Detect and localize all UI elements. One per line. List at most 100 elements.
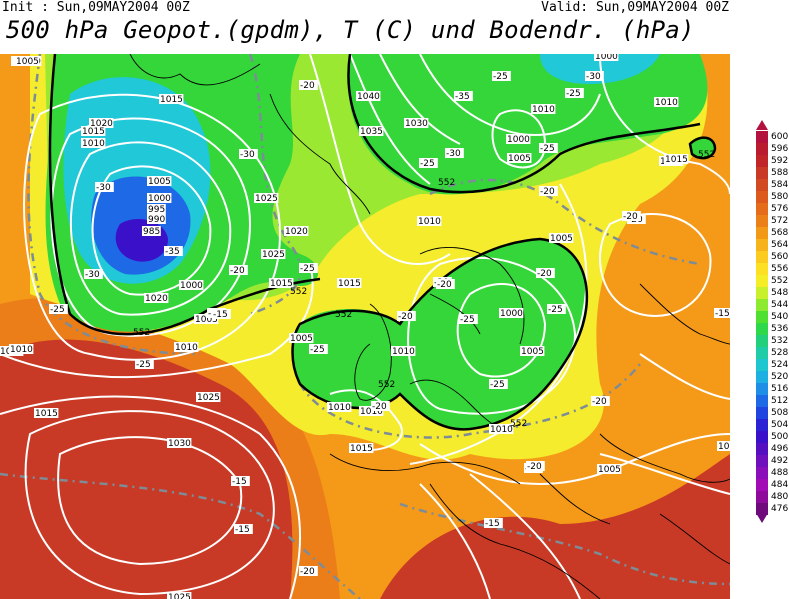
legend-swatch xyxy=(756,203,768,215)
isotherm-label: -20 xyxy=(397,311,416,322)
isobar-label-text: 1005 xyxy=(550,234,573,244)
isobar-label: 1010 xyxy=(489,424,514,435)
legend-value: 576 xyxy=(771,204,789,214)
isotherm-label-text: -25 xyxy=(50,305,65,315)
isotherm-label: -20 xyxy=(371,401,390,412)
legend-swatch xyxy=(756,443,768,455)
isotherm-label: -30 xyxy=(445,148,464,159)
isotherm-label-text: -25 xyxy=(566,89,581,99)
legend-swatch xyxy=(756,179,768,191)
isotherm-label-text: -25 xyxy=(136,360,151,370)
isobar-label: 1000 xyxy=(499,308,524,319)
isotherm-label: -25 xyxy=(489,379,508,390)
isotherm-label-text: -25 xyxy=(540,144,555,154)
legend-level: 532 xyxy=(752,335,789,347)
isotherm-label: -35 xyxy=(454,91,473,102)
isotherm-label: -20 xyxy=(536,268,555,279)
isotherm-label-text: -25 xyxy=(420,159,435,169)
isobar-label: 1025 xyxy=(196,392,221,403)
isobar-label: 1015 xyxy=(34,408,59,419)
legend-value: 516 xyxy=(771,384,789,394)
isotherm-label-text: -15 xyxy=(485,519,500,529)
legend-swatch xyxy=(756,395,768,407)
isobar-label: 1010 xyxy=(654,97,679,108)
isobar-label-text: 990 xyxy=(148,215,165,225)
isobar-label-text: 1015 xyxy=(82,127,105,137)
isotherm-label-bg xyxy=(445,148,464,158)
weather-map: 1015 1020 1015 1010 1005 1000 995 990 985 1000 101… xyxy=(0,54,730,599)
isobar-label-bg xyxy=(284,226,309,236)
isobar-label: 995 xyxy=(147,204,166,215)
isobar-label-bg xyxy=(147,214,166,224)
legend-level: 572 xyxy=(752,215,789,227)
legend-level: 480 xyxy=(752,491,789,503)
isobar-label-text: 1040 xyxy=(357,92,380,102)
isotherm-label: -15 xyxy=(484,518,503,529)
isotherm-label-text: -25 xyxy=(310,345,325,355)
isotherm-labels: -30-30-35-30-25-20-25-20-15-25-20-25-30-… xyxy=(49,71,730,577)
legend-value: 508 xyxy=(771,408,789,418)
legend-value: 540 xyxy=(771,312,789,322)
isobar-label: 1000 xyxy=(506,134,531,145)
legend-value: 580 xyxy=(771,192,789,202)
isobar-label-bg xyxy=(81,126,106,136)
isotherm-label-bg xyxy=(299,80,318,90)
legend-value: 560 xyxy=(771,252,789,262)
isotherm-label-text: -15 xyxy=(213,310,228,320)
isobar-label-text: 1030 xyxy=(405,119,428,129)
isobar-label-text: 1025 xyxy=(168,593,191,599)
legend-swatch xyxy=(756,347,768,359)
isotherm-label-bg xyxy=(299,566,318,576)
isobar-label-text: 1025 xyxy=(262,250,285,260)
isobar-label-text: 1020 xyxy=(145,294,168,304)
isotherm-label-text: -25 xyxy=(548,305,563,315)
isotherm-label: -20 xyxy=(591,396,610,407)
legend-value: 488 xyxy=(771,468,789,478)
legend-value: 588 xyxy=(771,168,789,178)
trough-central xyxy=(292,239,587,430)
isobar-label-bg xyxy=(81,138,106,148)
legend-value: 584 xyxy=(771,180,789,190)
geopot-label-text: 552 xyxy=(698,150,715,160)
legend-value: 532 xyxy=(771,336,789,346)
isobar-label-text: 1010 xyxy=(655,98,678,108)
legend-level: 596 xyxy=(752,143,789,155)
isotherm-label: -20 xyxy=(539,186,558,197)
isobar-labels: 1015102010151010100510009959909851000101… xyxy=(0,54,730,599)
legend-swatch xyxy=(756,455,768,467)
isobar-label-bg xyxy=(15,56,40,66)
isobar-label: 1015 xyxy=(664,154,689,165)
green-dot-ne xyxy=(690,137,715,159)
isotherm-label-text: -15 xyxy=(235,525,250,535)
isotherm-label-bg xyxy=(565,88,584,98)
isotherm-label-bg xyxy=(231,476,250,486)
isobar-label: 1025 xyxy=(167,592,192,599)
isotherm-label: -20 xyxy=(229,265,248,276)
legend-level: 548 xyxy=(752,287,789,299)
isobar-label-bg xyxy=(167,592,192,599)
isobar-label: 1025 xyxy=(261,249,286,260)
isobar-label-bg xyxy=(159,94,184,104)
legend-swatch xyxy=(756,239,768,251)
isobar-label: 1030 xyxy=(404,118,429,129)
isobar-label-text: 1005 xyxy=(148,177,171,187)
isobar-label-bg xyxy=(269,278,294,288)
isobar-label: 1000 xyxy=(179,280,204,291)
legend-level: 560 xyxy=(752,251,789,263)
legend-value: 564 xyxy=(771,240,789,250)
isobar-label-text: 1005 xyxy=(195,315,218,325)
isobar-label-text: 1010 xyxy=(175,343,198,353)
legend-level: 536 xyxy=(752,323,789,335)
isotherm-label: -15 xyxy=(231,476,250,487)
isobar-label: 1005 xyxy=(289,333,314,344)
geopot-label: 552 xyxy=(378,380,395,390)
legend-swatch xyxy=(756,311,768,323)
legend-value: 544 xyxy=(771,300,789,310)
isobar-label-bg xyxy=(142,226,161,236)
legend-swatch xyxy=(756,371,768,383)
isobar-label: 1010 xyxy=(531,104,556,115)
legend-swatch xyxy=(756,263,768,275)
isobar-label-text: 1000 xyxy=(500,309,523,319)
legend-swatch xyxy=(756,419,768,431)
legend-value: 496 xyxy=(771,444,789,454)
